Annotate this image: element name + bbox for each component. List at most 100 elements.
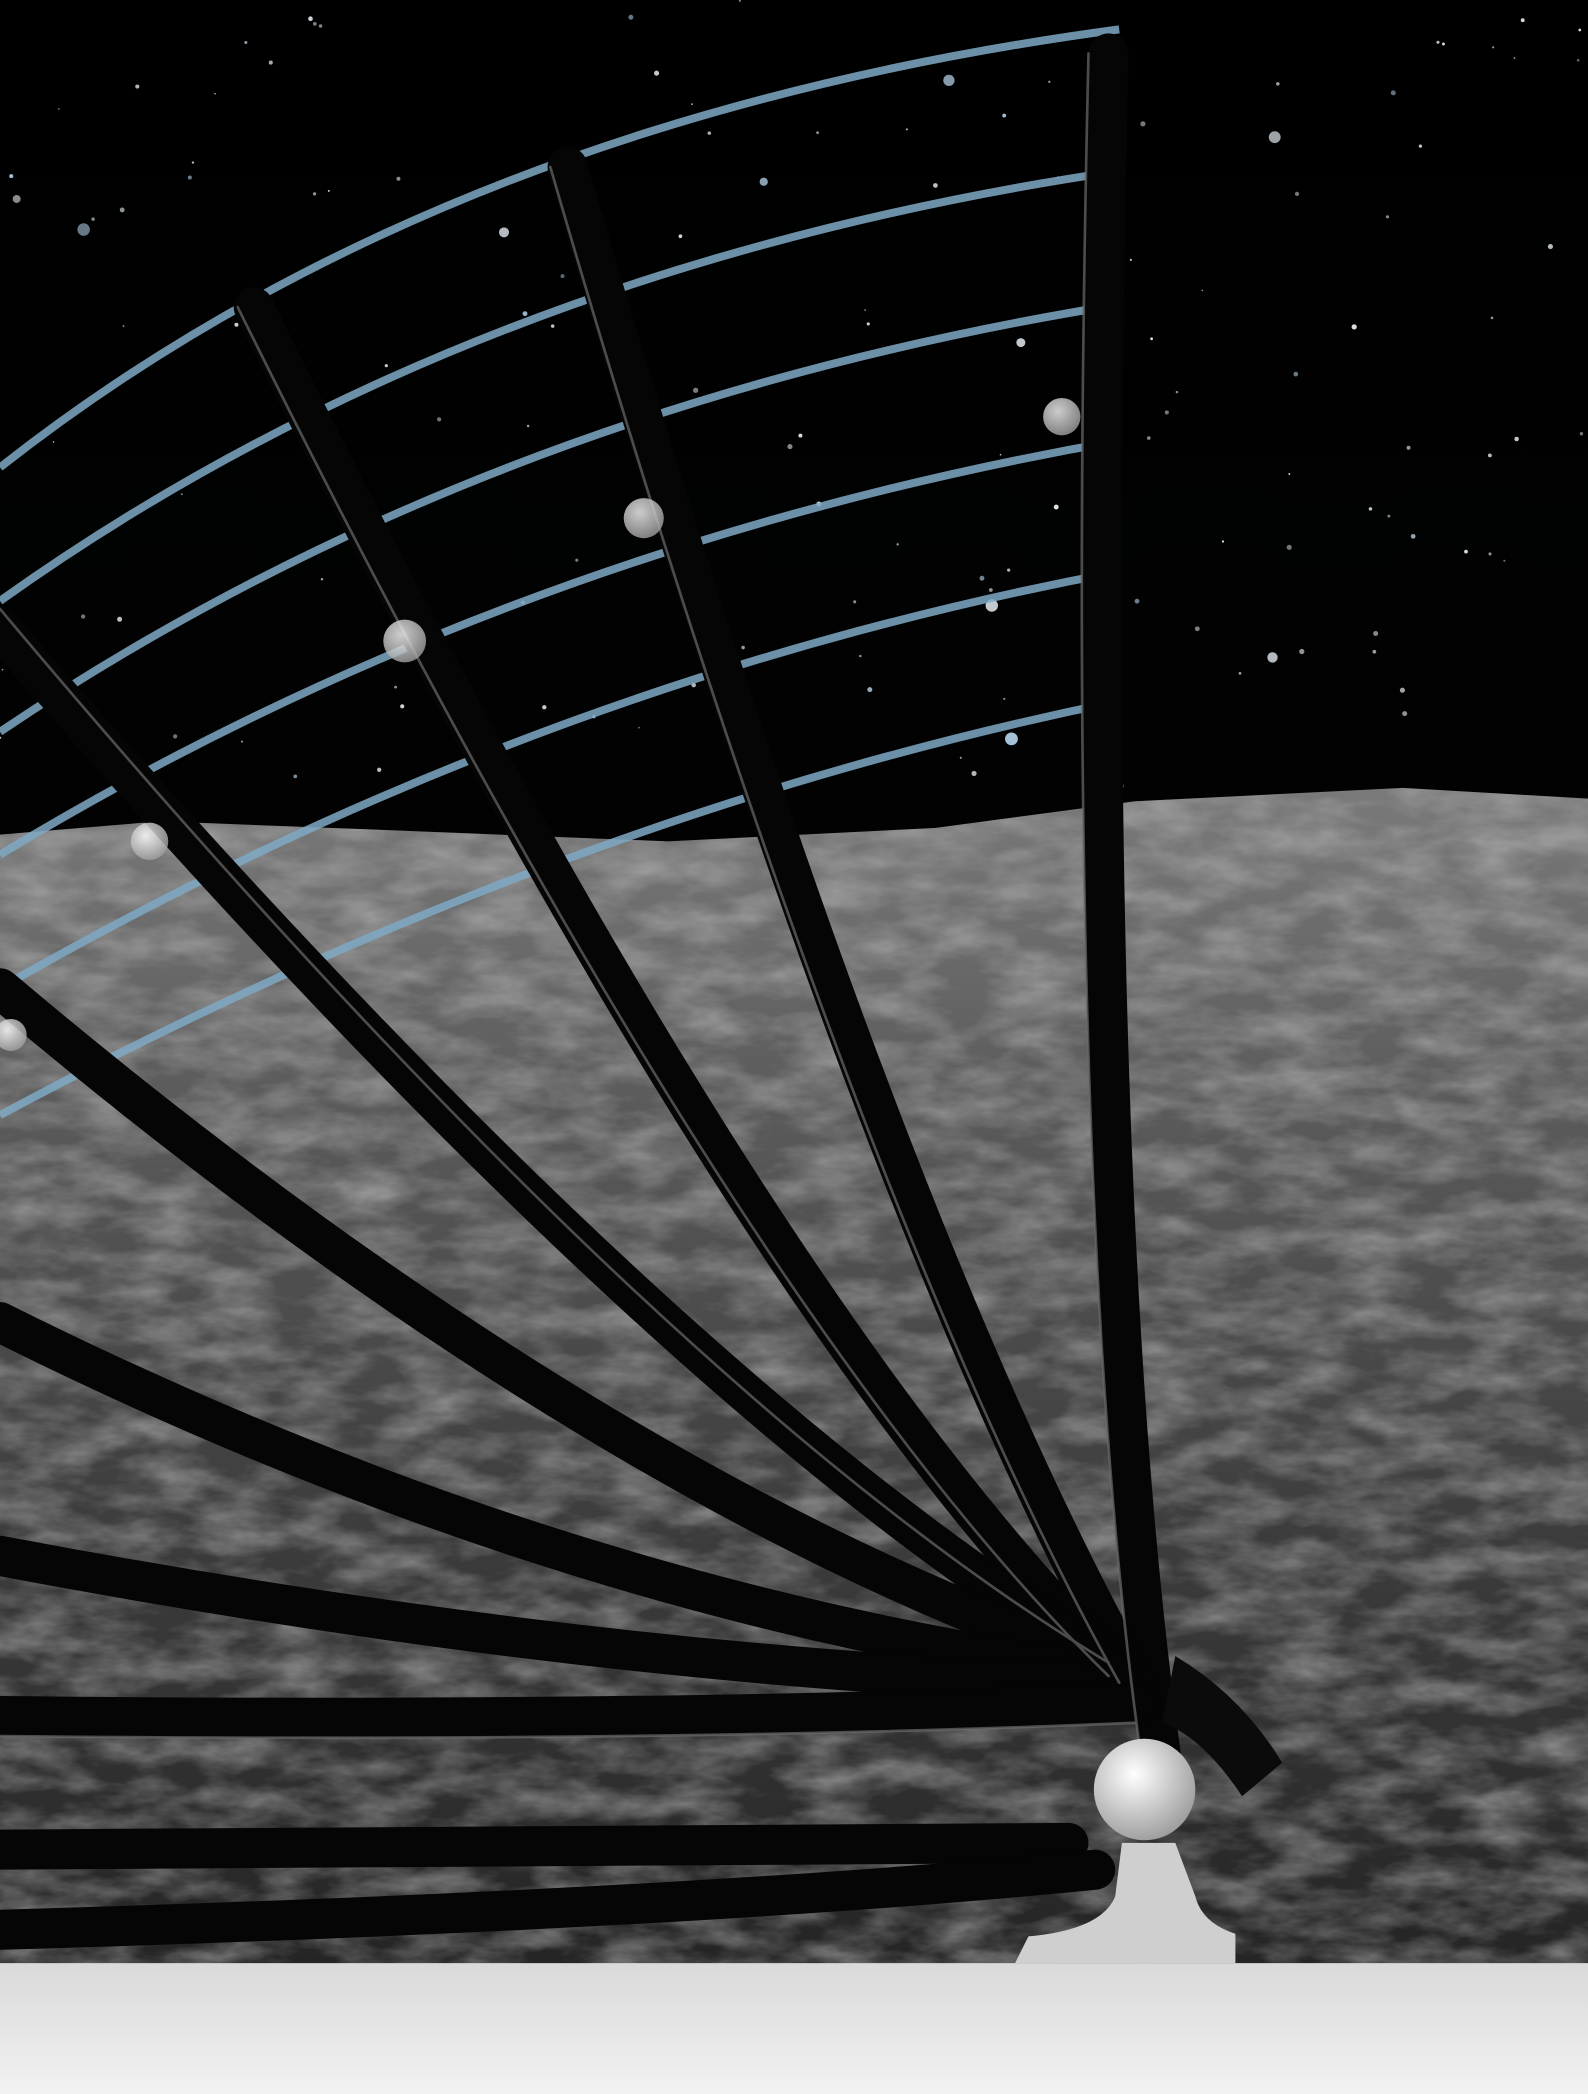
star: [122, 325, 125, 327]
star: [173, 734, 178, 739]
star: [560, 274, 565, 279]
star: [943, 74, 955, 86]
star: [1513, 57, 1516, 60]
star: [1399, 687, 1406, 693]
star: [1387, 514, 1391, 518]
star: [1372, 649, 1377, 654]
star: [575, 558, 579, 562]
star: [542, 705, 547, 710]
star: [959, 756, 962, 759]
star: [1293, 371, 1299, 377]
star: [308, 16, 313, 22]
star: [1576, 58, 1580, 62]
star: [550, 324, 555, 328]
star: [1390, 90, 1396, 96]
star: [866, 322, 870, 326]
star: [896, 543, 899, 546]
star: [787, 444, 793, 450]
star: [1520, 18, 1525, 23]
star: [628, 14, 634, 20]
star: [1286, 544, 1292, 550]
blade-nodes: [0, 397, 1081, 1052]
star: [1146, 436, 1151, 440]
star: [191, 161, 195, 164]
star: [436, 417, 442, 422]
star: [499, 227, 510, 238]
star: [1003, 697, 1006, 701]
star: [1418, 144, 1423, 148]
star: [0, 736, 2, 739]
star: [234, 322, 239, 327]
star: [864, 309, 867, 312]
star: [1351, 324, 1357, 330]
star: [117, 616, 123, 622]
star: [268, 60, 273, 65]
star: [1276, 82, 1280, 86]
star: [654, 70, 660, 76]
star: [1410, 533, 1416, 539]
star: [1547, 244, 1553, 250]
star: [1267, 652, 1278, 663]
star: [971, 770, 977, 777]
star: [691, 103, 693, 105]
star: [1299, 648, 1305, 655]
star: [312, 22, 317, 26]
star: [867, 687, 873, 693]
star: [678, 234, 683, 239]
star: [1164, 410, 1169, 415]
star: [853, 600, 857, 604]
star: [119, 207, 125, 213]
star: [1487, 453, 1492, 458]
star: [1, 668, 4, 671]
star: [1002, 113, 1007, 118]
star: [1129, 258, 1132, 261]
star: [738, 0, 741, 2]
star: [522, 311, 528, 317]
star: [1048, 80, 1051, 83]
star: [244, 41, 248, 45]
star: [384, 364, 388, 368]
star: [1514, 436, 1519, 442]
star: [91, 217, 95, 221]
star: [180, 493, 183, 496]
star: [1402, 711, 1408, 717]
star: [638, 726, 640, 729]
star: [1579, 432, 1584, 436]
star: [77, 223, 90, 236]
star: [1007, 568, 1011, 572]
star: [741, 645, 745, 650]
star: [693, 387, 699, 393]
star: [1441, 42, 1445, 46]
star: [396, 176, 401, 181]
star: [312, 192, 317, 196]
star: [1053, 504, 1059, 510]
star: [1150, 337, 1154, 341]
star: [1436, 40, 1440, 44]
star: [1005, 732, 1018, 746]
star: [905, 128, 908, 131]
star: [1134, 598, 1140, 604]
star: [1373, 630, 1379, 636]
surface-texture: [0, 787, 1588, 1990]
star: [1503, 559, 1506, 562]
star: [1221, 540, 1225, 543]
star: [327, 189, 330, 192]
star: [759, 177, 768, 186]
star: [293, 774, 298, 779]
star: [816, 131, 819, 134]
star: [1406, 445, 1411, 450]
star: [1238, 671, 1242, 675]
star: [9, 174, 14, 179]
star: [377, 767, 382, 772]
fan-blades: [0, 33, 1182, 1950]
star: [1490, 316, 1494, 320]
star: [1288, 472, 1291, 476]
star: [1140, 121, 1146, 127]
star: [999, 453, 1002, 456]
star: [52, 441, 55, 443]
floor: [0, 1963, 1588, 2094]
star: [1268, 131, 1281, 144]
pivot-ball: [1093, 1738, 1196, 1841]
star: [933, 183, 938, 188]
